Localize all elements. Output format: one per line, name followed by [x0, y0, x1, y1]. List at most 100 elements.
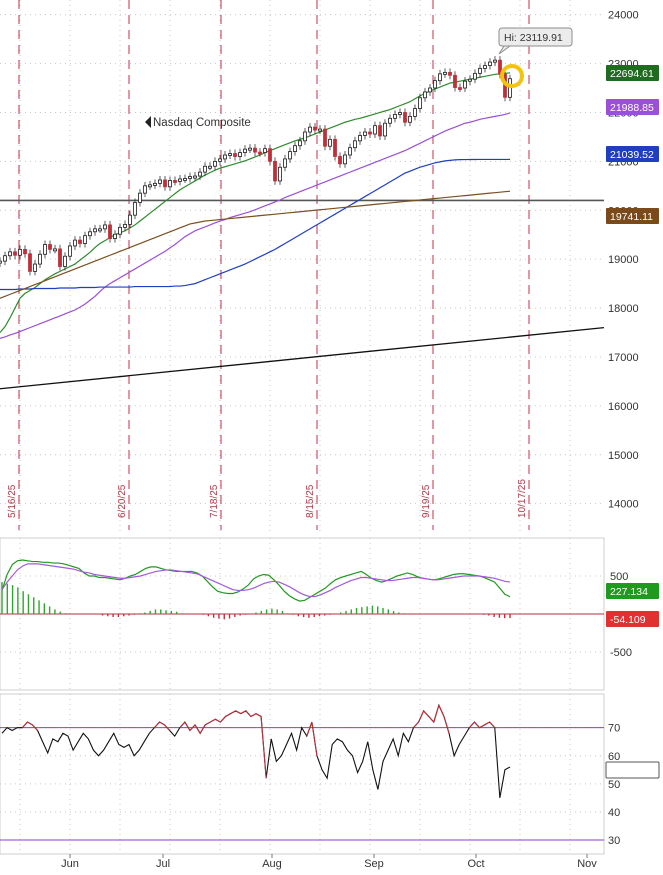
candle-body [473, 72, 477, 80]
candle-body [373, 125, 377, 135]
candle-body [418, 97, 422, 109]
candle-body [63, 255, 67, 267]
candle-body [358, 135, 362, 142]
rsi-overbought-segment [235, 710, 242, 715]
rsi-overbought-segment [474, 721, 480, 729]
x-tick-label: Nov [577, 858, 597, 870]
rsi-overbought-segment [438, 705, 445, 717]
value-badge-text: 227.134 [610, 586, 648, 598]
moving-average-lines [0, 72, 605, 390]
high-callout-box [498, 27, 573, 47]
candle-body [248, 147, 252, 151]
candle-body [393, 114, 397, 119]
candle-body [303, 131, 307, 142]
macd-panel: 500 -500 227.134 -54.109 [0, 537, 659, 691]
candle-body [148, 184, 152, 188]
candle-body [368, 131, 372, 135]
candle-body [0, 260, 2, 264]
candle-body [478, 68, 482, 74]
highlight-circle [500, 64, 524, 88]
candle-body [188, 176, 192, 179]
candle-body [268, 148, 272, 162]
candle-body [408, 115, 412, 123]
candle-body [403, 112, 407, 123]
rsi-overbought-segment [260, 716, 267, 779]
candle-body [153, 182, 157, 186]
series-line-1 [0, 112, 511, 339]
macd-value-badges: 227.134 -54.109 [606, 583, 659, 627]
candle-body [378, 125, 382, 137]
candle-body [133, 202, 137, 216]
rsi-overbought-segment [479, 724, 485, 729]
rsi-overbought-segment [245, 710, 252, 717]
rsi-overbought-segment [311, 721, 318, 756]
candle-body [388, 117, 392, 124]
candle-body [213, 160, 217, 167]
candle-body [3, 255, 7, 262]
series-line-3 [0, 190, 511, 299]
rsi-overbought-segment [184, 721, 191, 731]
candle-body [233, 153, 237, 157]
candle-body [98, 228, 102, 232]
price-tick-label: 24000 [608, 10, 639, 22]
candle-body [463, 80, 467, 89]
candle-body [88, 231, 92, 237]
price-tick-label: 16000 [608, 401, 639, 413]
macd-axis-ticks: 500 -500 [610, 571, 632, 659]
candle-body [83, 235, 87, 244]
candle-body [468, 78, 472, 82]
rsi-overbought-segment [443, 716, 450, 734]
rsi-tick-label: 30 [608, 835, 620, 847]
candle-body [143, 185, 147, 194]
candle-body [293, 145, 297, 152]
rsi-overbought-segment [210, 718, 216, 723]
candle-body [93, 228, 97, 233]
rsi-overbought-segment [194, 724, 201, 734]
event-date-lines [18, 0, 530, 530]
rsi-overbought-segment [413, 721, 419, 729]
rsi-overbought-segment [204, 721, 211, 726]
event-date-label: 7/18/25 [209, 484, 220, 518]
candle-body [168, 180, 172, 188]
value-badge-purple: 21988.85 [606, 99, 659, 115]
price-tick-label: 17000 [608, 352, 639, 364]
event-date-label: 5/16/25 [7, 484, 18, 518]
rsi-panel-frame [0, 693, 605, 855]
rsi-overbought-segment [250, 713, 257, 717]
candle-body [113, 233, 117, 240]
x-tick-label: Jul [156, 858, 170, 870]
candle-body [313, 126, 317, 131]
title-arrow-icon [145, 116, 151, 128]
event-date-labels: 5/16/25 6/20/25 7/18/25 8/15/25 9/19/25 10/17… [7, 479, 528, 518]
value-badge-blue: 21039.52 [606, 146, 659, 162]
price-panel: 1400015000160001700018000190002000021000… [0, 0, 659, 533]
series-line-4 [0, 326, 605, 390]
rsi-tick-label: 60 [608, 751, 620, 763]
candle-body [258, 151, 262, 155]
rsi-tick-label: 40 [608, 807, 620, 819]
candle-body [348, 147, 352, 156]
rsi-overbought-segment [433, 705, 440, 723]
value-badge-brown: 19741.11 [606, 208, 659, 224]
candle-body [193, 175, 197, 179]
candle-body [273, 160, 277, 182]
rsi-overbought-segment [428, 716, 435, 723]
candle-body [28, 253, 32, 272]
time-axis: Jun Jul Aug Sep Oct Nov [61, 854, 597, 870]
candle-body [278, 166, 282, 182]
candle-body [428, 87, 432, 93]
rsi-overbought-segment [153, 721, 160, 729]
value-badge-last: 22694.61 [606, 65, 659, 81]
candle-body [483, 65, 487, 69]
high-callout: Hi: 23119.91 [498, 27, 573, 55]
candle-body [183, 178, 187, 181]
candle-body [33, 263, 37, 272]
series-line-2 [0, 158, 511, 291]
high-callout-pointer [498, 45, 512, 55]
candle-body [173, 180, 177, 183]
value-badge-text: -54.109 [610, 614, 646, 626]
candle-body [58, 248, 62, 267]
value-badge-box [606, 65, 659, 81]
rsi-overbought-segment [225, 713, 231, 717]
candle-body [23, 248, 27, 255]
